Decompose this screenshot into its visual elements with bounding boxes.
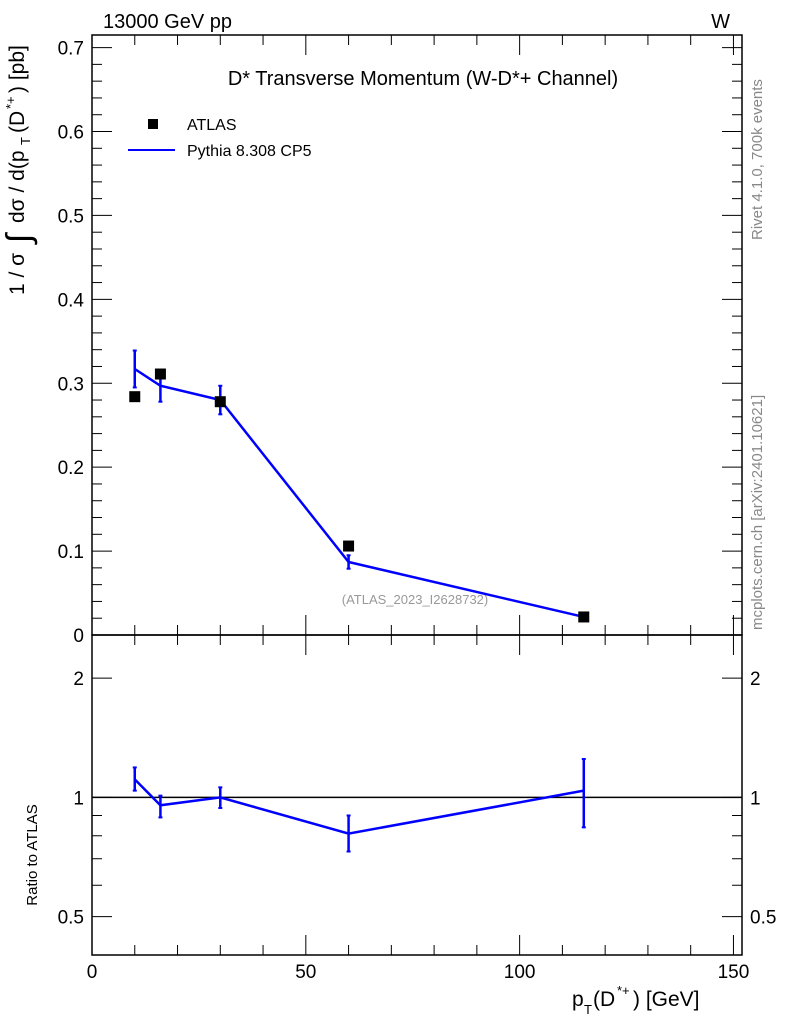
y-tick-label: 0.6: [58, 123, 84, 144]
svg-text:1 / σ: 1 / σ: [6, 253, 29, 295]
atlas-data-point: [154, 368, 166, 380]
ratio-y-tick-label: 2: [73, 669, 84, 690]
ratio-panel: 0.5 0.5 1 1 2 2 0 50 100 150: [58, 634, 776, 983]
rivet-label: Rivet 4.1.0, 700k events: [749, 79, 766, 240]
mcplots-label: mcplots.cern.ch [arXiv:2401.10621]: [749, 395, 766, 630]
y-tick-label: 0.1: [58, 542, 84, 563]
ratio-y-tick-label: 0.5: [58, 908, 84, 929]
svg-text:dσ / d(p: dσ / d(p: [6, 151, 29, 224]
legend-atlas-label: ATLAS: [187, 117, 237, 134]
x-axis-title: p T (D *+ ) [GeV]: [572, 983, 700, 1017]
legend-atlas-marker: [148, 119, 158, 129]
y-tick-label: 0.5: [58, 206, 84, 227]
svg-text:) [pb]: ) [pb]: [6, 45, 29, 93]
svg-text:∫: ∫: [0, 232, 38, 245]
atlas-data-point: [343, 540, 355, 552]
atlas-data-point: [578, 611, 590, 623]
pythia-line: [134, 367, 585, 619]
main-panel: 0 0.1 0.2 0.3 0.4 0.5 0.6 0.7: [58, 34, 743, 647]
ratio-y-title: Ratio to ATLAS: [24, 804, 41, 905]
x-tick-label: 50: [295, 962, 316, 983]
x-tick-label: 100: [504, 962, 536, 983]
atlas-data-point: [214, 396, 226, 408]
svg-text:T: T: [584, 1002, 592, 1017]
y-tick-label: 0.4: [58, 290, 85, 311]
svg-text:T: T: [18, 137, 33, 145]
header-energy: 13000 GeV pp: [103, 11, 232, 33]
header-process: W: [711, 11, 730, 33]
svg-text:*+: *+: [617, 983, 630, 998]
ratio-frame: [91, 634, 743, 956]
y-tick-label: 0.7: [58, 39, 84, 60]
watermark: (ATLAS_2023_I2628732): [342, 592, 488, 607]
y-tick-label: 0: [73, 626, 84, 647]
y-tick-label: 0.2: [58, 458, 84, 479]
svg-text:(D: (D: [593, 988, 615, 1011]
svg-text:) [GeV]: ) [GeV]: [633, 988, 700, 1011]
x-tick-label: 0: [87, 962, 98, 983]
ratio-y-tick-label-right: 0.5: [750, 908, 776, 929]
svg-text:*+: *+: [3, 96, 18, 109]
y-tick-label: 0.3: [58, 374, 84, 395]
ratio-y-tick-label-right: 2: [750, 669, 761, 690]
chart-title: D* Transverse Momentum (W-D*+ Channel): [228, 68, 618, 90]
y-axis-title: 1 / σ ∫ dσ / d(p T (D *+ ) [pb]: [0, 45, 38, 295]
ratio-y-tick-label: 1: [73, 788, 84, 809]
svg-text:p: p: [572, 988, 584, 1011]
atlas-data-point: [129, 391, 141, 403]
x-tick-label: 150: [718, 962, 750, 983]
legend-pythia-label: Pythia 8.308 CP5: [187, 143, 312, 160]
svg-text:(D: (D: [6, 111, 29, 133]
ratio-line: [133, 778, 585, 835]
ratio-y-tick-label-right: 1: [750, 788, 761, 809]
